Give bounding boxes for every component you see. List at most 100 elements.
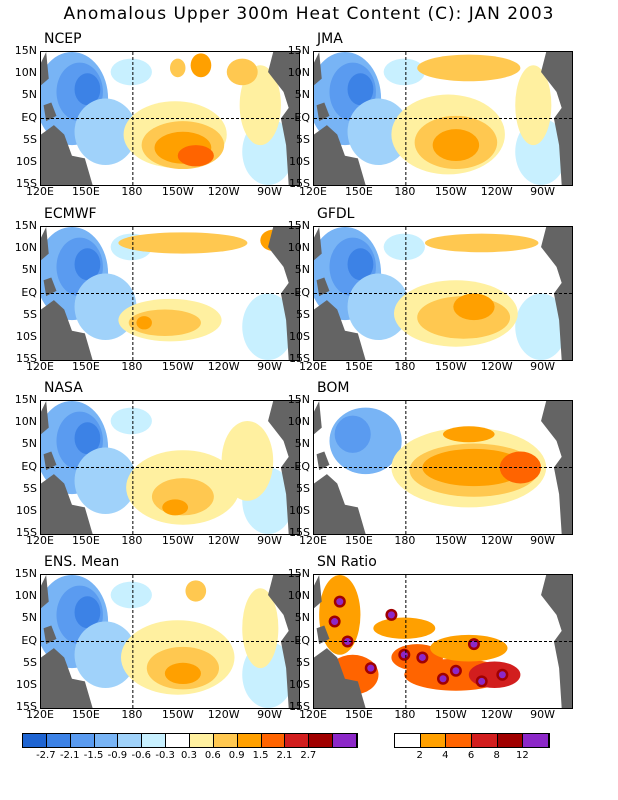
lat-tick-label: 15N — [287, 219, 310, 232]
lat-tick-label: 10N — [14, 589, 37, 603]
cool-anomaly — [334, 415, 371, 453]
map-panel-ncep — [40, 51, 300, 186]
colorbar-label: 4 — [442, 750, 449, 761]
lat-tick-label: 15S — [16, 700, 37, 713]
colorbar-label: 1.5 — [252, 750, 269, 761]
lat-tick-label: 10S — [16, 329, 37, 343]
colorbar-swatch — [142, 734, 167, 747]
land-australia — [314, 125, 366, 185]
land-philippines — [314, 227, 322, 261]
colorbar-swatch — [497, 734, 524, 747]
lon-tick-label: 120E — [26, 534, 54, 547]
lon-tick-label: 180 — [121, 708, 143, 721]
lon-tick-label: 120W — [480, 360, 513, 373]
lat-tick-label: 15S — [289, 700, 310, 713]
lat-tick-label: 15S — [289, 526, 310, 539]
colorbar-swatch — [46, 734, 71, 747]
lat-tick-label: 10N — [287, 66, 310, 80]
lon-tick-label: 150W — [434, 185, 467, 198]
lat-tick-label: EQ — [294, 459, 310, 473]
cool-anomaly — [347, 273, 410, 341]
lat-tick-label: 5S — [23, 307, 37, 321]
sn-contour — [430, 634, 508, 662]
lat-tick-label: 5N — [21, 437, 37, 451]
lat-tick-label: 5N — [21, 88, 37, 102]
warm-anomaly — [162, 499, 189, 516]
lat-tick-label: 5N — [21, 611, 37, 625]
land-borneo — [43, 102, 57, 122]
land-borneo — [316, 102, 330, 122]
lon-tick-label: 180 — [394, 185, 416, 198]
lat-tick-label: 15N — [14, 44, 37, 57]
map-panel-ecmwf — [40, 226, 300, 361]
cool-anomaly — [110, 581, 152, 609]
land-borneo — [43, 451, 57, 471]
lat-tick-label: 10S — [16, 154, 37, 168]
colorbar-label: 6 — [467, 750, 475, 761]
land-borneo — [316, 277, 330, 297]
lon-tick-label: 150E — [71, 534, 100, 547]
cool-anomaly — [74, 422, 101, 455]
warm-anomaly — [242, 588, 279, 669]
lat-tick-label: 15N — [14, 393, 37, 406]
warm-anomaly — [424, 233, 539, 253]
lat-tick-label: EQ — [21, 110, 37, 124]
lon-tick-label: 120E — [299, 534, 327, 547]
lon-tick-label: 150W — [161, 708, 194, 721]
sn-contour — [373, 617, 436, 639]
lon-tick-label: 180 — [121, 185, 143, 198]
land-australia — [314, 648, 366, 708]
lat-tick-label: 5N — [294, 263, 310, 277]
lat-tick-label: 15N — [14, 567, 37, 580]
warm-anomaly — [443, 426, 495, 443]
lat-tick-label: 15S — [289, 177, 310, 190]
colorbar-label: -2.7 — [36, 750, 56, 761]
cool-anomaly — [74, 447, 137, 515]
sn-peak-core — [452, 667, 460, 675]
lon-tick-label: 180 — [394, 534, 416, 547]
lon-tick-label: 90W — [257, 708, 283, 721]
lon-tick-label: 180 — [394, 360, 416, 373]
sn-peak-core — [470, 640, 478, 648]
lon-tick-label: 150E — [71, 360, 100, 373]
land-australia — [41, 648, 93, 708]
lon-tick-label: 180 — [394, 708, 416, 721]
lon-tick-label: 120W — [480, 534, 513, 547]
warm-anomaly — [221, 420, 274, 501]
sn-peak-core — [344, 638, 352, 645]
warm-anomaly — [422, 448, 526, 487]
warm-anomaly — [118, 232, 248, 254]
colorbar-swatch — [395, 734, 421, 747]
land-borneo — [316, 451, 330, 471]
lon-tick-label: 150E — [71, 185, 100, 198]
lat-tick-label: EQ — [294, 110, 310, 124]
warm-anomaly — [164, 662, 201, 685]
lat-tick-label: 10N — [14, 415, 37, 429]
cool-anomaly — [383, 58, 425, 86]
lon-tick-label: 180 — [121, 360, 143, 373]
lat-tick-label: 5N — [294, 88, 310, 102]
lat-tick-label: 15N — [287, 393, 310, 406]
lon-tick-label: 120E — [26, 708, 54, 721]
colorbar-swatch — [333, 734, 358, 747]
map-panel-bom — [313, 400, 573, 535]
lon-tick-label: 120W — [207, 185, 240, 198]
land-philippines — [41, 52, 49, 86]
lat-tick-label: EQ — [21, 459, 37, 473]
map-panel-nasa — [40, 400, 300, 535]
lat-tick-label: 10N — [14, 66, 37, 80]
lon-tick-label: 90W — [530, 708, 556, 721]
warm-anomaly — [190, 53, 212, 78]
colorbar-label: 0.9 — [228, 750, 245, 761]
panel-label-sn: SN Ratio — [317, 554, 377, 570]
land-philippines — [314, 575, 322, 609]
land-australia — [41, 474, 93, 534]
cool-anomaly — [110, 407, 152, 435]
land-australia — [41, 300, 93, 360]
lat-tick-label: 10S — [289, 329, 310, 343]
colorbar-swatch — [446, 734, 473, 747]
cool-anomaly — [74, 73, 101, 106]
colorbar-swatch — [261, 734, 286, 747]
lat-tick-label: 10S — [16, 677, 37, 691]
lon-tick-label: 150W — [434, 360, 467, 373]
